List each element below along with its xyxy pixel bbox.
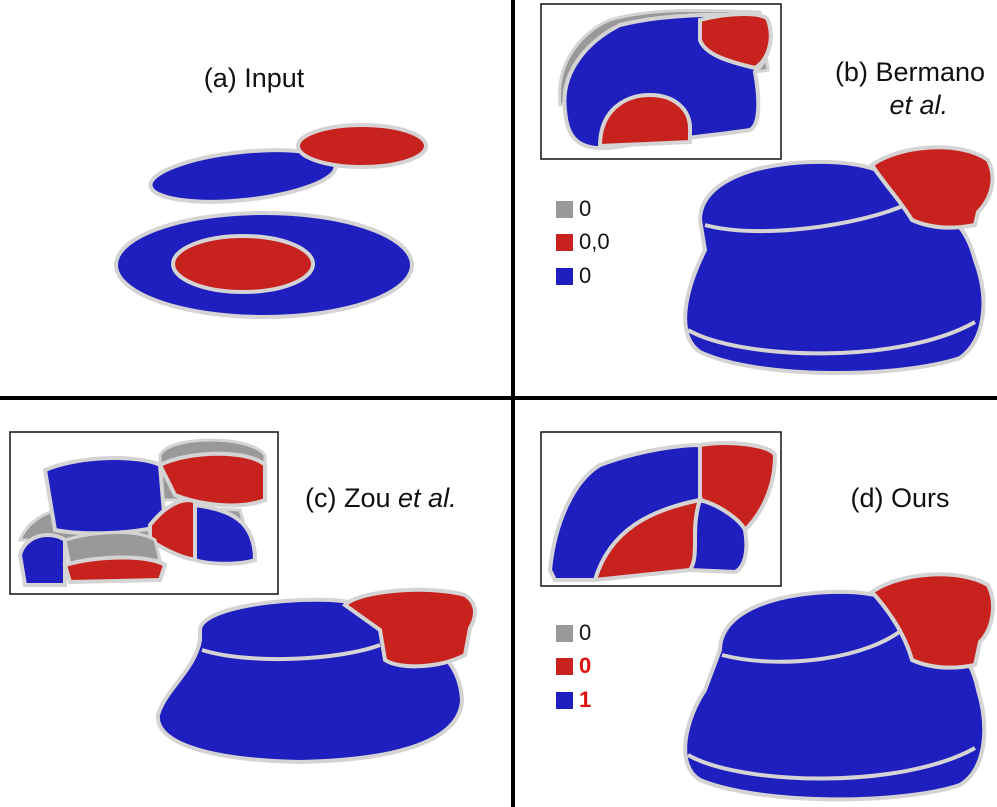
result-shape bbox=[685, 574, 993, 799]
caption: (b) Bermano bbox=[835, 57, 985, 87]
legend-swatch bbox=[556, 268, 573, 285]
legend-swatch bbox=[556, 234, 573, 251]
inset-shape bbox=[559, 10, 770, 148]
caption: et al. bbox=[889, 90, 948, 120]
caption: (d) Ours bbox=[850, 483, 949, 513]
legend-swatch bbox=[556, 692, 573, 709]
figure: (a) Input (b) Bermano et al. 0 0,0 0 (c)… bbox=[0, 0, 997, 807]
result-shape bbox=[158, 590, 475, 762]
legend-label: 0 bbox=[579, 196, 591, 221]
legend-swatch bbox=[556, 658, 573, 675]
caption-text: et al. bbox=[398, 483, 457, 513]
input-shapes bbox=[116, 125, 426, 317]
legend-swatch bbox=[556, 201, 573, 218]
legend: 0 0 1 bbox=[556, 620, 591, 712]
result-shape bbox=[685, 147, 992, 373]
inset-shape bbox=[20, 440, 265, 585]
caption-text: (c) Zou bbox=[305, 483, 391, 513]
legend-label: 0 bbox=[579, 653, 591, 678]
caption: (a) Input bbox=[204, 63, 305, 93]
legend-label: 1 bbox=[579, 687, 591, 712]
legend: 0 0,0 0 bbox=[556, 196, 610, 288]
legend-label: 0,0 bbox=[579, 229, 610, 254]
legend-label: 0 bbox=[579, 263, 591, 288]
legend-swatch bbox=[556, 625, 573, 642]
caption: (c) Zou et al. bbox=[305, 483, 457, 513]
inset-shape bbox=[550, 443, 775, 580]
legend-label: 0 bbox=[579, 620, 591, 645]
